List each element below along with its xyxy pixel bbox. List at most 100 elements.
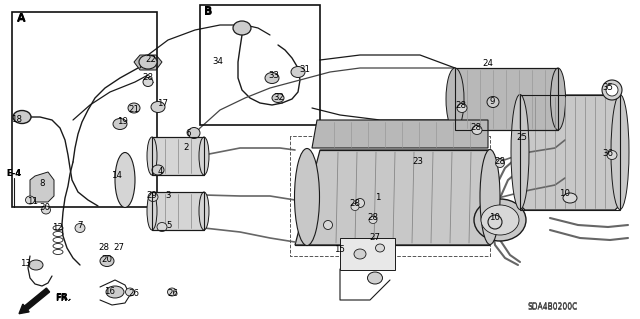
Ellipse shape (168, 288, 177, 296)
Ellipse shape (354, 249, 366, 259)
Text: 28: 28 (99, 243, 109, 253)
Text: 2: 2 (183, 144, 189, 152)
Text: 27: 27 (369, 234, 381, 242)
Text: 28: 28 (495, 157, 506, 166)
Polygon shape (312, 120, 488, 148)
Ellipse shape (147, 192, 157, 230)
Text: A: A (17, 13, 26, 23)
Text: SDA4B0200C: SDA4B0200C (527, 302, 577, 311)
Ellipse shape (151, 101, 165, 113)
Text: E-4: E-4 (6, 169, 21, 178)
Text: 3: 3 (165, 191, 171, 201)
Text: 6: 6 (185, 129, 191, 137)
Text: 7: 7 (77, 220, 83, 229)
Text: 5: 5 (166, 221, 172, 231)
Text: 28: 28 (367, 213, 378, 222)
Text: 13: 13 (20, 258, 31, 268)
Text: 8: 8 (39, 179, 45, 188)
Ellipse shape (550, 68, 566, 130)
Text: 10: 10 (559, 189, 570, 197)
Text: FR.: FR. (55, 293, 72, 302)
Text: 28: 28 (456, 100, 467, 109)
Text: 15: 15 (335, 246, 346, 255)
Text: 33: 33 (269, 71, 280, 80)
Text: E-4: E-4 (6, 169, 21, 178)
Ellipse shape (369, 217, 377, 224)
Text: B: B (204, 6, 212, 16)
Bar (520, 95, 620, 210)
Text: 26: 26 (168, 288, 179, 298)
Ellipse shape (323, 220, 333, 229)
Bar (340, 238, 395, 270)
FancyArrow shape (19, 288, 49, 314)
Bar (200, 5, 320, 125)
Ellipse shape (139, 55, 157, 69)
Bar (152, 192, 204, 230)
Text: 10: 10 (490, 212, 500, 221)
Ellipse shape (367, 272, 383, 284)
Ellipse shape (602, 80, 622, 100)
Ellipse shape (294, 149, 319, 246)
Text: B: B (204, 7, 212, 17)
Polygon shape (455, 68, 558, 130)
Text: 21: 21 (129, 105, 140, 114)
Ellipse shape (125, 288, 134, 296)
Ellipse shape (272, 93, 284, 102)
Ellipse shape (487, 97, 499, 108)
Ellipse shape (75, 224, 85, 233)
Text: 31: 31 (300, 65, 310, 75)
Ellipse shape (128, 103, 140, 113)
Text: 24: 24 (483, 58, 493, 68)
Ellipse shape (457, 103, 467, 113)
Polygon shape (520, 95, 620, 210)
Ellipse shape (147, 137, 157, 175)
Ellipse shape (26, 196, 35, 204)
Polygon shape (295, 150, 490, 245)
Text: 28: 28 (143, 73, 154, 83)
Text: 34: 34 (212, 56, 223, 65)
Ellipse shape (199, 192, 209, 230)
Text: 4: 4 (157, 167, 163, 175)
Text: 28: 28 (349, 199, 360, 209)
Ellipse shape (152, 165, 164, 175)
Text: 22: 22 (145, 56, 157, 64)
Ellipse shape (143, 78, 153, 86)
Ellipse shape (481, 205, 519, 235)
Ellipse shape (474, 199, 526, 241)
Ellipse shape (199, 137, 209, 175)
Ellipse shape (607, 151, 617, 160)
Ellipse shape (376, 244, 385, 252)
Ellipse shape (265, 72, 279, 84)
Ellipse shape (611, 94, 629, 210)
Text: 36: 36 (602, 149, 614, 158)
Ellipse shape (29, 260, 43, 270)
Text: 12: 12 (52, 224, 63, 233)
Bar (455, 68, 558, 130)
Ellipse shape (157, 222, 167, 232)
Bar (152, 137, 204, 175)
Text: 19: 19 (116, 116, 127, 125)
Text: 20: 20 (102, 255, 113, 263)
Ellipse shape (355, 198, 365, 207)
Text: 26: 26 (129, 290, 140, 299)
Text: 14: 14 (111, 170, 122, 180)
Text: 11: 11 (28, 197, 38, 206)
Text: 23: 23 (413, 158, 424, 167)
Ellipse shape (148, 192, 158, 202)
Bar (12, 12, 157, 207)
Text: 27: 27 (113, 242, 125, 251)
Ellipse shape (188, 128, 200, 138)
Text: 18: 18 (12, 115, 22, 124)
Bar (152, 192, 204, 230)
Text: 32: 32 (273, 93, 285, 101)
Ellipse shape (233, 21, 251, 35)
Polygon shape (30, 172, 54, 202)
Ellipse shape (13, 110, 31, 123)
Ellipse shape (511, 94, 529, 210)
Ellipse shape (480, 150, 500, 244)
Ellipse shape (42, 206, 51, 214)
Ellipse shape (606, 84, 618, 96)
Text: FR.: FR. (55, 294, 70, 303)
Ellipse shape (472, 125, 482, 135)
Text: 9: 9 (490, 97, 495, 106)
